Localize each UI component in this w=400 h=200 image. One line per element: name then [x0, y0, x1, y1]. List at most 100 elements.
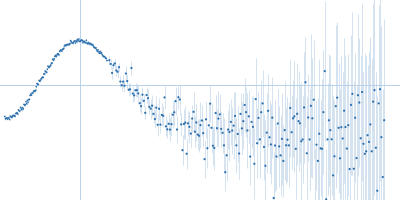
Point — [76, 37, 82, 41]
Point — [356, 101, 362, 104]
Point — [81, 40, 88, 43]
Point — [24, 102, 30, 105]
Point — [66, 43, 72, 46]
Point — [272, 144, 278, 147]
Point — [270, 196, 277, 200]
Point — [82, 41, 89, 44]
Point — [128, 66, 135, 70]
Point — [380, 175, 386, 179]
Point — [36, 80, 43, 83]
Point — [135, 92, 142, 95]
Point — [113, 69, 120, 72]
Point — [86, 42, 92, 45]
Point — [189, 117, 195, 120]
Point — [101, 55, 107, 58]
Point — [176, 98, 183, 101]
Point — [246, 115, 252, 118]
Point — [127, 88, 133, 91]
Point — [22, 103, 28, 106]
Point — [98, 52, 104, 55]
Point — [309, 117, 316, 120]
Point — [65, 43, 72, 46]
Point — [92, 47, 98, 50]
Point — [29, 91, 35, 94]
Point — [60, 47, 67, 50]
Point — [178, 123, 184, 126]
Point — [46, 65, 52, 68]
Point — [381, 119, 387, 122]
Point — [157, 123, 164, 126]
Point — [3, 117, 9, 120]
Point — [228, 120, 234, 123]
Point — [117, 80, 124, 83]
Point — [86, 42, 93, 46]
Point — [224, 154, 230, 157]
Point — [334, 96, 340, 99]
Point — [120, 80, 126, 83]
Point — [261, 145, 267, 149]
Point — [76, 40, 83, 43]
Point — [318, 147, 324, 150]
Point — [88, 43, 94, 46]
Point — [197, 124, 204, 127]
Point — [276, 145, 282, 148]
Point — [96, 50, 102, 54]
Point — [265, 109, 271, 112]
Point — [132, 89, 139, 92]
Point — [79, 39, 86, 42]
Point — [134, 89, 140, 92]
Point — [304, 152, 310, 155]
Point — [352, 116, 358, 119]
Point — [98, 51, 105, 54]
Point — [244, 129, 251, 132]
Point — [222, 171, 228, 174]
Point — [149, 104, 155, 107]
Point — [75, 39, 81, 42]
Point — [145, 97, 151, 100]
Point — [123, 72, 129, 75]
Point — [35, 83, 42, 86]
Point — [50, 58, 56, 61]
Point — [87, 42, 94, 45]
Point — [62, 43, 68, 47]
Point — [171, 111, 178, 114]
Point — [8, 116, 15, 119]
Point — [221, 144, 227, 147]
Point — [203, 118, 209, 121]
Point — [218, 127, 224, 130]
Point — [282, 129, 288, 132]
Point — [80, 41, 86, 44]
Point — [363, 150, 370, 153]
Point — [51, 57, 57, 60]
Point — [333, 105, 339, 108]
Point — [146, 105, 152, 108]
Point — [59, 48, 66, 51]
Point — [7, 115, 14, 118]
Point — [53, 55, 59, 58]
Point — [342, 125, 349, 129]
Point — [106, 59, 112, 62]
Point — [82, 41, 88, 44]
Point — [100, 55, 107, 58]
Point — [103, 57, 110, 60]
Point — [214, 127, 220, 130]
Point — [45, 65, 51, 68]
Point — [294, 112, 300, 115]
Point — [160, 114, 166, 117]
Point — [58, 49, 65, 53]
Point — [190, 110, 197, 113]
Point — [316, 132, 322, 135]
Point — [109, 71, 115, 75]
Point — [65, 43, 71, 46]
Point — [77, 40, 83, 43]
Point — [154, 123, 161, 126]
Point — [67, 39, 74, 42]
Point — [376, 102, 382, 105]
Point — [368, 150, 375, 153]
Point — [211, 146, 218, 150]
Point — [150, 112, 157, 115]
Point — [55, 52, 62, 56]
Point — [371, 89, 378, 92]
Point — [324, 138, 331, 141]
Point — [130, 92, 136, 95]
